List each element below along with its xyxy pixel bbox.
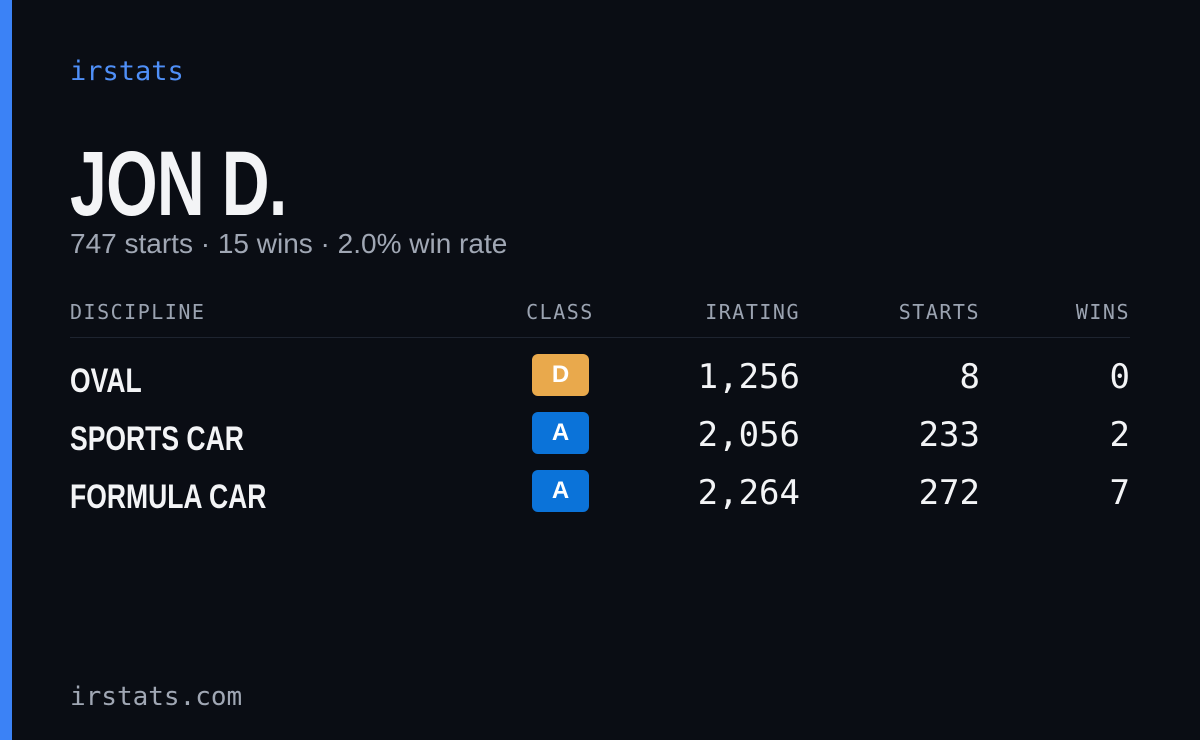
irating: 1,256 bbox=[697, 357, 800, 397]
starts: 233 bbox=[918, 415, 980, 455]
discipline: SPORTS CAR bbox=[70, 420, 244, 458]
brand: irstats bbox=[70, 56, 184, 87]
wins: 0 bbox=[1109, 357, 1130, 397]
irating: 2,056 bbox=[697, 415, 800, 455]
column-header: IRATING bbox=[705, 300, 800, 324]
header-rule bbox=[70, 337, 1130, 338]
footer: irstats.com bbox=[70, 682, 243, 712]
starts: 8 bbox=[959, 357, 980, 397]
player-name: JON D. bbox=[70, 133, 287, 235]
class-badge: D bbox=[532, 354, 589, 396]
discipline: OVAL bbox=[70, 362, 142, 400]
class-badge: A bbox=[532, 412, 589, 454]
wins: 7 bbox=[1109, 473, 1130, 513]
starts: 272 bbox=[918, 473, 980, 513]
summary: 747 starts · 15 wins · 2.0% win rate bbox=[70, 228, 508, 259]
irating: 2,264 bbox=[697, 473, 800, 513]
wins: 2 bbox=[1109, 415, 1130, 455]
accent-bar bbox=[0, 0, 12, 740]
column-header: WINS bbox=[1075, 300, 1130, 324]
column-header: CLASS bbox=[526, 300, 594, 324]
column-header: STARTS bbox=[898, 300, 980, 324]
column-header: DISCIPLINE bbox=[70, 300, 206, 324]
discipline: FORMULA CAR bbox=[70, 478, 267, 516]
class-badge: A bbox=[532, 470, 589, 512]
